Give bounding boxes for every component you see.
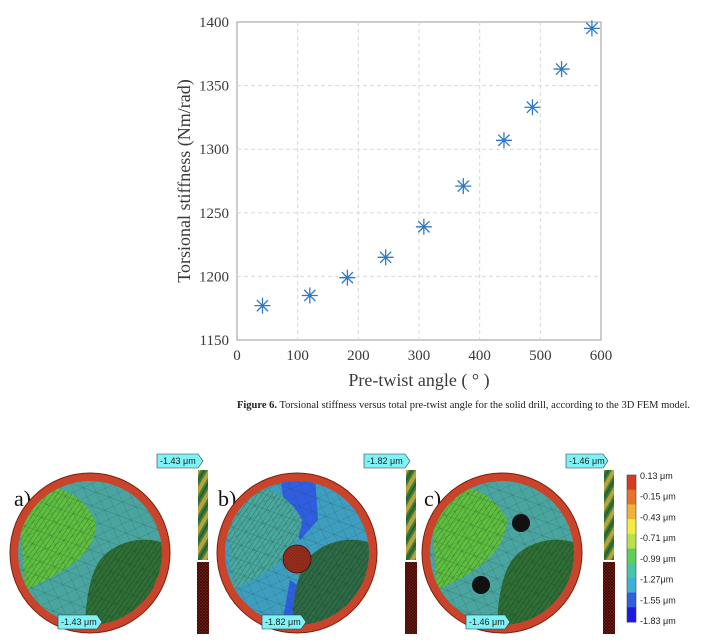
scatter-chart: 0 100 200 300 400 500 600 1150 1200 1250 1300 1350… [174,15,612,391]
callout-value: -1.43 μm [61,617,97,627]
y-tick-label: 1250 [199,206,229,222]
panel-label: b) [218,486,236,511]
figure-label: Figure 6. [236,400,278,411]
data-point [377,249,394,266]
colorbar-legend: 0.13 μm -0.15 μm -0.43 μm -0.71 μm -0.99 μm -… [626,471,676,626]
colorbar-label: -1.27μm [640,575,673,585]
drill-side-view [405,470,417,634]
figure-caption: Figure 6. Torsional stiffness versus tot… [0,400,690,411]
y-tick-label: 1400 [199,15,229,31]
callout-value: -1.82 μm [265,617,301,627]
callout-top: -1.46 μm [565,453,609,469]
y-axis-ticks: 1150 1200 1250 1300 1350 1400 [199,15,229,349]
fem-panels-figure: a) -1.43 μm -1.43 μm b) [9,453,676,634]
x-tick-label: 400 [468,348,491,364]
colorbar-label: 0.13 μm [640,471,673,481]
colorbar-swatch [627,475,636,491]
callout-bottom: -1.82 μm [261,614,307,630]
panel-b: b) -1.82 μm -1.82 μm [216,453,417,634]
callout-value: -1.43 μm [160,456,196,466]
x-tick-label: 100 [286,348,309,364]
data-point [495,132,512,149]
drill-side-view [603,470,615,634]
colorbar-swatch [627,548,636,564]
data-point [415,218,432,235]
callout-value: -1.46 μm [569,456,605,466]
x-axis-ticks: 0 100 200 300 400 500 600 [233,348,612,364]
grid-lines [237,22,601,340]
y-tick-label: 1200 [199,269,229,285]
x-tick-label: 600 [590,348,613,364]
x-tick-label: 200 [347,348,370,364]
colorbar-swatch [627,489,636,505]
callout-top: -1.43 μm [156,453,204,469]
colorbar-swatch [627,577,636,594]
callout-top: -1.82 μm [363,453,411,469]
colorbar-label: -0.43 μm [640,512,676,522]
callout-bottom: -1.46 μm [465,614,511,630]
data-point [455,178,472,195]
colorbar-label: -0.99 μm [640,554,676,564]
colorbar-swatch [627,607,636,623]
panel-c: c) -1.46 μm -1.46 μm [421,453,615,634]
colorbar-swatch [627,504,636,520]
y-tick-label: 1350 [199,79,229,95]
x-tick-label: 500 [529,348,552,364]
data-point [553,61,570,78]
callout-value: -1.82 μm [367,456,403,466]
data-point [301,287,318,304]
x-axis-title: Pre-twist angle ( ° ) [348,370,489,391]
data-point [583,20,600,37]
colorbar-swatch [627,592,636,608]
y-tick-label: 1150 [200,333,229,349]
x-tick-label: 0 [233,348,241,364]
panel-label: c) [424,486,441,511]
data-point [254,297,271,314]
colorbar-label: -0.71 μm [640,533,676,543]
y-tick-label: 1300 [199,142,229,158]
figure-caption-text: Torsional stiffness versus total pre-twi… [277,400,690,411]
colorbar-label: -1.55 μm [640,595,676,605]
colorbar-swatch [627,519,636,535]
colorbar-swatch [627,533,636,549]
data-points [254,20,600,314]
colorbar-swatch [627,563,636,579]
callout-bottom: -1.43 μm [57,614,103,630]
panel-a: a) -1.43 μm -1.43 μm [9,453,209,634]
data-point [339,269,356,286]
callout-value: -1.46 μm [469,617,505,627]
x-tick-label: 300 [408,348,431,364]
colorbar-label: -0.15 μm [640,492,676,502]
drill-side-view [197,470,209,634]
y-axis-title: Torsional stiffness (Nm/rad) [174,79,195,282]
data-point [524,99,541,116]
plot-area [236,21,602,341]
colorbar-border [626,474,637,623]
colorbar-label: -1.83 μm [640,616,676,626]
